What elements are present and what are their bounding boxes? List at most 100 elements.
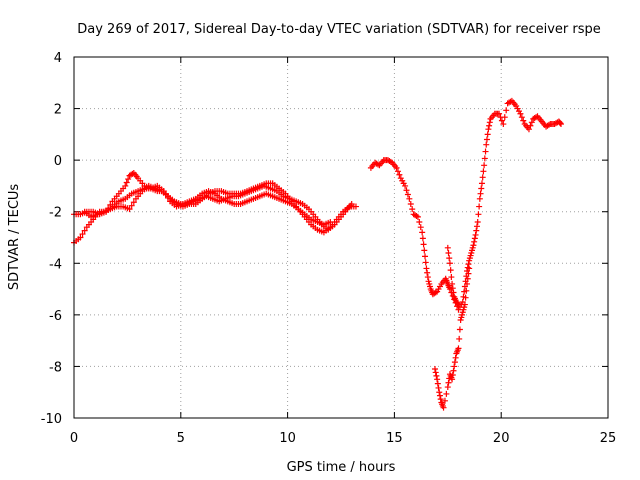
- data-point: [464, 264, 471, 271]
- data-point: [466, 265, 473, 272]
- data-point: [476, 195, 483, 202]
- data-point: [474, 219, 481, 226]
- data-point: [498, 117, 505, 124]
- data-point: [478, 180, 485, 187]
- data-point: [451, 363, 458, 370]
- data-point: [419, 235, 426, 242]
- data-point: [558, 121, 565, 128]
- data-point: [448, 274, 455, 281]
- data-point: [123, 179, 130, 186]
- x-tick-label: 10: [279, 431, 296, 446]
- data-point: [483, 141, 490, 148]
- data-point: [483, 136, 490, 143]
- data-point: [481, 155, 488, 162]
- data-point: [419, 229, 426, 236]
- data-point: [327, 219, 334, 226]
- data-point: [501, 114, 508, 121]
- data-point: [422, 253, 429, 260]
- data-point: [79, 231, 86, 238]
- data-point: [125, 176, 132, 183]
- data-point: [473, 227, 480, 234]
- x-tick-label: 20: [493, 431, 510, 446]
- data-point: [518, 114, 525, 121]
- data-point: [454, 300, 461, 307]
- data-point: [352, 203, 359, 210]
- data-point: [451, 359, 458, 366]
- data-point: [472, 231, 479, 238]
- data-point: [445, 249, 452, 256]
- x-axis-label: GPS time / hours: [287, 460, 396, 475]
- data-point: [434, 380, 441, 387]
- data-point: [464, 275, 471, 282]
- data-point: [452, 354, 459, 361]
- y-tick-label: 4: [54, 51, 62, 66]
- x-tick-label: 0: [70, 431, 78, 446]
- data-point: [414, 213, 421, 220]
- data-point: [420, 241, 427, 248]
- grid: [74, 57, 608, 418]
- data-point: [476, 203, 483, 210]
- data-point: [456, 326, 463, 333]
- y-tick-label: -4: [49, 257, 62, 272]
- data-point: [465, 270, 472, 277]
- y-axis-label: SDTVAR / TECUs: [7, 184, 22, 291]
- data-point: [447, 267, 454, 274]
- data-point: [444, 244, 451, 251]
- data-point: [477, 190, 484, 197]
- data-point: [436, 389, 443, 396]
- data-point: [416, 219, 423, 226]
- data-point: [407, 200, 414, 207]
- data-point: [446, 286, 453, 293]
- data-point: [485, 126, 492, 133]
- data-point: [449, 285, 456, 292]
- y-tick-label: -2: [49, 206, 62, 221]
- data-point: [441, 397, 448, 404]
- data-point: [464, 280, 471, 287]
- data-point: [471, 235, 478, 242]
- data-point: [462, 294, 469, 301]
- data-point: [449, 372, 456, 379]
- data-point: [424, 269, 431, 276]
- data-point: [482, 148, 489, 155]
- x-tick-label: 5: [177, 431, 185, 446]
- data-point: [496, 110, 503, 117]
- x-tick-label: 25: [600, 431, 617, 446]
- data-point: [500, 121, 507, 128]
- data-point: [440, 404, 447, 411]
- data-point: [449, 376, 456, 383]
- data-point: [479, 174, 486, 181]
- data-point: [450, 289, 457, 296]
- data-point: [486, 119, 493, 126]
- data-point: [403, 187, 410, 194]
- data-point: [455, 345, 462, 352]
- data-point: [437, 396, 444, 403]
- data-point: [449, 280, 456, 287]
- data-point: [484, 131, 491, 138]
- data-point: [450, 367, 457, 374]
- data-point: [393, 164, 400, 171]
- data-point: [396, 171, 403, 178]
- data-point: [126, 206, 133, 213]
- data-points: [71, 97, 565, 411]
- y-tick-label: -6: [49, 309, 62, 324]
- data-point: [470, 242, 477, 249]
- data-point: [421, 247, 428, 254]
- data-point: [348, 200, 355, 207]
- plot-frame: [73, 56, 609, 419]
- data-point: [404, 191, 411, 198]
- data-point: [128, 202, 135, 209]
- data-point: [455, 301, 462, 308]
- data-point: [406, 195, 413, 202]
- data-point: [473, 223, 480, 230]
- data-point: [394, 168, 401, 175]
- data-point: [525, 126, 532, 133]
- chart-title: Day 269 of 2017, Sidereal Day-to-day VTE…: [77, 22, 601, 37]
- x-tick-label: 15: [386, 431, 403, 446]
- y-tick-label: 2: [54, 103, 62, 118]
- data-point: [402, 182, 409, 189]
- data-point: [557, 120, 564, 127]
- data-point: [81, 227, 88, 234]
- data-point: [463, 287, 470, 294]
- y-tick-label: 0: [54, 154, 62, 169]
